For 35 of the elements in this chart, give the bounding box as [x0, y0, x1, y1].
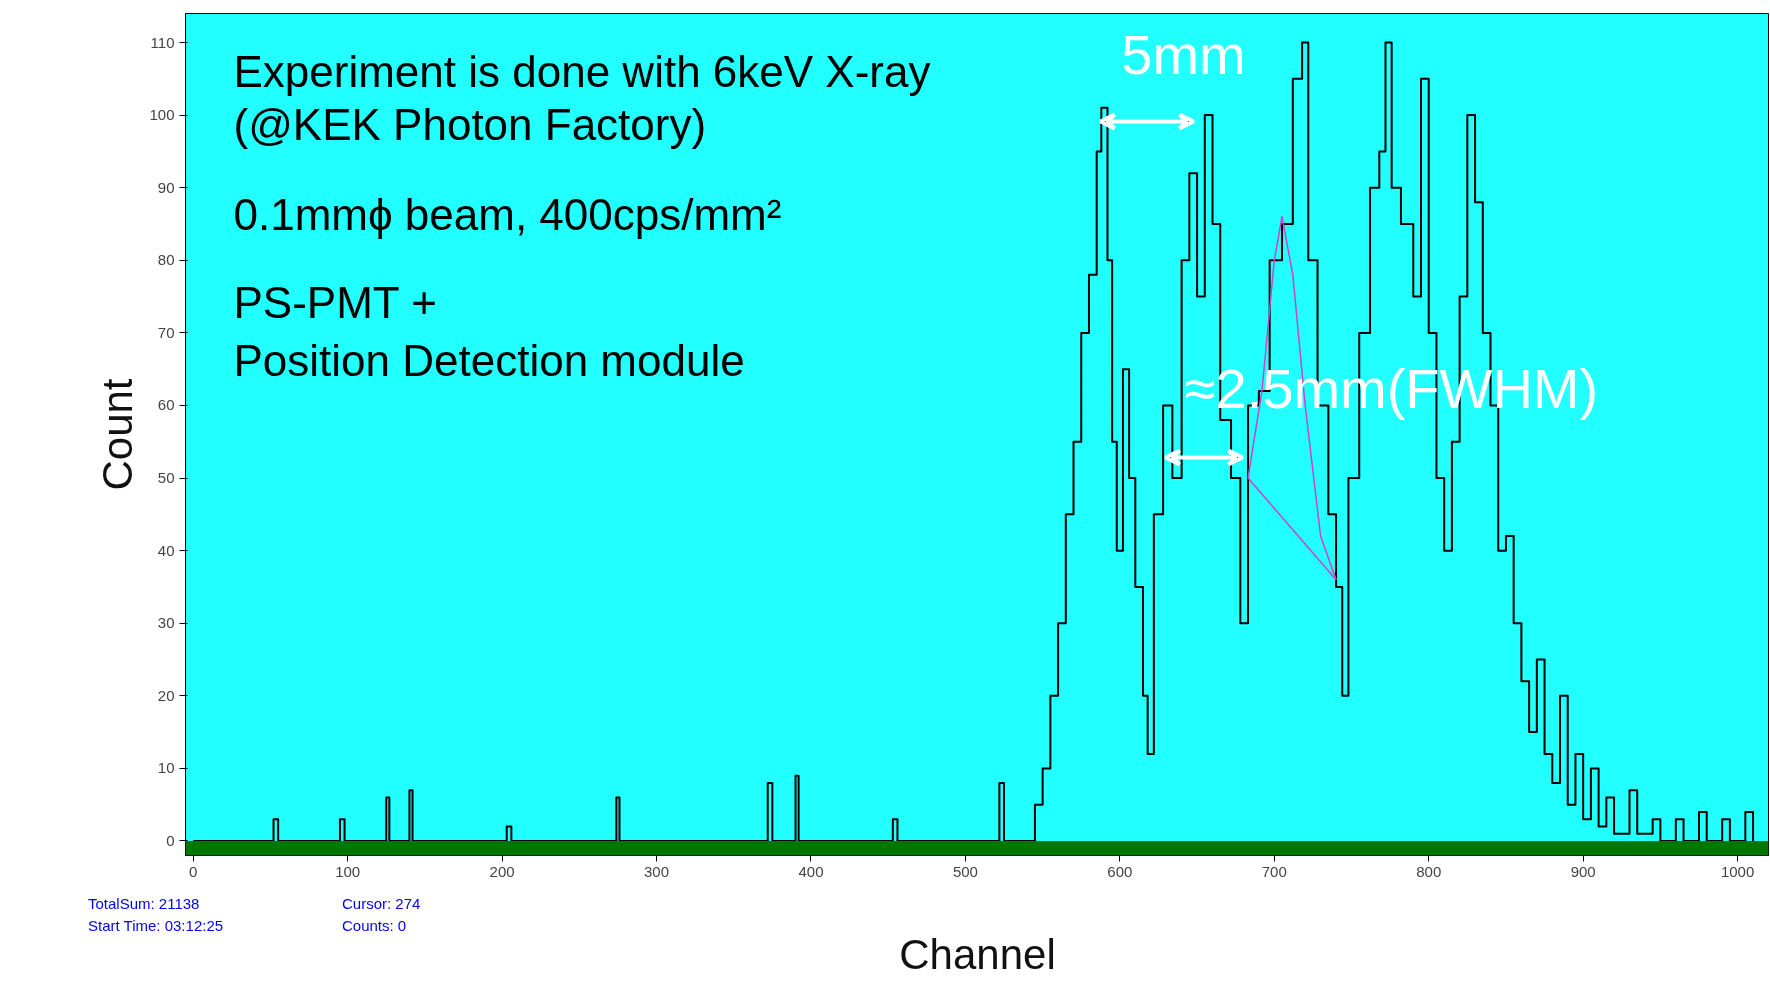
- x-tick-label: 100: [335, 862, 361, 880]
- y-tick-label: 100: [149, 106, 175, 124]
- annotation: Position Detection module: [233, 335, 745, 385]
- y-tick-label: 110: [150, 33, 175, 51]
- y-tick-label: 70: [157, 323, 175, 341]
- annotation: (@KEK Photon Factory): [233, 99, 707, 149]
- annotation: 0.1mmϕ beam, 400cps/mm²: [233, 189, 782, 239]
- x-tick-label: 1000: [1720, 862, 1755, 880]
- y-tick-label: 20: [157, 686, 175, 704]
- x-tick-label: 800: [1416, 862, 1442, 880]
- x-tick-label: 600: [1107, 862, 1133, 880]
- x-tick-label: 200: [489, 862, 515, 880]
- x-tick-label: 400: [798, 862, 824, 880]
- text: TotalSum: 21138: [88, 895, 200, 912]
- y-axis-title: Count: [94, 378, 142, 491]
- y-tick-label: 30: [157, 614, 175, 632]
- annotation: 5mm: [1121, 22, 1246, 86]
- x-tick-label: 700: [1261, 862, 1287, 880]
- x-tick-label: 0: [189, 862, 198, 880]
- annotation: PS-PMT +: [233, 277, 437, 327]
- x-tick-label: 900: [1570, 862, 1596, 880]
- y-tick-label: 80: [157, 251, 175, 269]
- annotation: Experiment is done with 6keV X-ray: [233, 46, 931, 96]
- y-tick-label: 90: [157, 178, 175, 196]
- y-tick-label: 60: [157, 396, 175, 414]
- x-tick-label: 500: [952, 862, 978, 880]
- y-tick-label: 10: [157, 759, 175, 777]
- x-tick-label: 300: [644, 862, 670, 880]
- text: Start Time: 03:12:25: [88, 917, 224, 934]
- text: Cursor: 274: [342, 895, 421, 912]
- y-tick-label: 50: [157, 469, 175, 487]
- x-axis-title: Channel: [899, 931, 1056, 978]
- y-tick-label: 0: [166, 831, 175, 849]
- y-tick-label: 40: [157, 541, 175, 559]
- text: Counts: 0: [342, 917, 407, 934]
